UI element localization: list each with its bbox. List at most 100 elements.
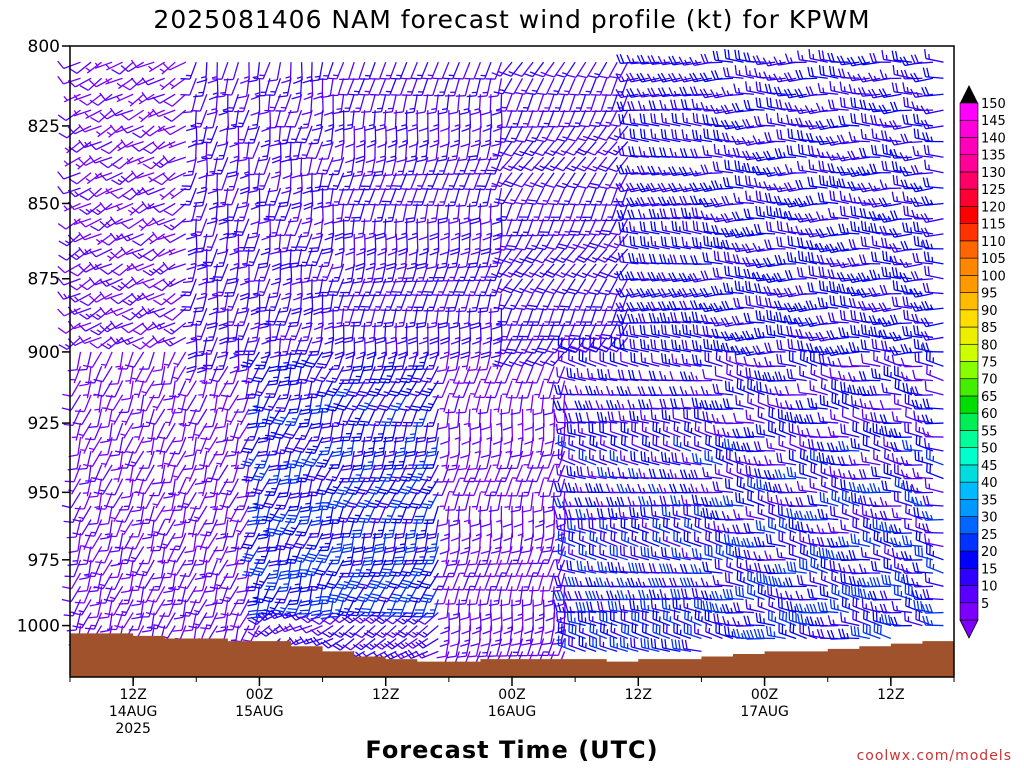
wind-barb [459, 599, 471, 621]
wind-barb [105, 77, 123, 85]
colorbar-label: 75 [981, 356, 998, 371]
wind-barb [88, 187, 113, 198]
colorbar-label: 15 [981, 562, 998, 577]
wind-barb [543, 156, 566, 172]
wind-barb [104, 599, 124, 616]
wind-barb [300, 586, 313, 607]
wind-barb [450, 337, 461, 359]
wind-barb [57, 218, 81, 230]
wind-barb [690, 255, 712, 266]
wind-barb [161, 366, 176, 386]
wind-barb [765, 324, 786, 339]
colorbar-label: 105 [981, 252, 1006, 267]
wind-barb [546, 125, 566, 143]
wind-barb [513, 599, 524, 622]
wind-barb [857, 55, 881, 66]
wind-barb [747, 393, 765, 410]
wind-barb [239, 157, 250, 179]
wind-barb [576, 233, 597, 250]
wind-barb [223, 308, 239, 327]
wind-barb [244, 422, 261, 441]
chart-title: 2025081406 NAM forecast wind profile (kt… [153, 5, 870, 34]
wind-barbs [57, 48, 944, 670]
wind-barb [193, 187, 208, 208]
wind-barb [650, 409, 670, 424]
wind-barb [755, 205, 776, 220]
wind-barb [215, 612, 229, 633]
wind-barb [619, 450, 639, 466]
wind-barb [301, 308, 313, 330]
wind-barb [752, 135, 776, 145]
wind-barb [277, 233, 292, 253]
wind-barb [755, 81, 776, 95]
wind-barb [193, 78, 208, 98]
wind-barb [638, 589, 660, 601]
wind-barb [879, 414, 902, 425]
wind-barb [237, 293, 250, 314]
wind-barb [267, 464, 282, 485]
wind-barb [753, 223, 776, 235]
colorbar-label: 80 [981, 338, 998, 353]
wind-barb [110, 546, 124, 567]
wind-barb [755, 97, 776, 111]
wind-barb [575, 263, 597, 279]
wind-barb [566, 611, 586, 627]
wind-barb [88, 77, 113, 88]
wind-barb [416, 612, 439, 625]
wind-barb [470, 505, 482, 528]
wind-barb [287, 394, 303, 414]
wind-barb [277, 478, 292, 498]
wind-barb [227, 263, 240, 285]
wind-barb [827, 522, 849, 534]
wind-barb [857, 272, 881, 283]
wind-barb [829, 409, 849, 424]
wind-barb [267, 559, 282, 580]
wind-barb [182, 94, 197, 114]
wind-barb [860, 220, 881, 235]
wind-barb [126, 156, 144, 165]
wind-barb [858, 254, 881, 265]
wind-barb [722, 282, 744, 295]
wind-barb [141, 187, 165, 196]
wind-barb [107, 519, 124, 538]
wind-barb [251, 380, 271, 397]
wind-barb [858, 483, 881, 494]
wind-barb [277, 293, 292, 313]
wind-barb [229, 422, 250, 439]
wind-barb [285, 322, 303, 341]
wind-barb [254, 546, 271, 564]
wind-barb [57, 75, 81, 85]
wind-barb [922, 495, 944, 507]
colorbar-label: 110 [981, 235, 1006, 250]
wind-barb [163, 351, 176, 369]
wind-barb [921, 195, 944, 206]
wind-barb [167, 546, 187, 563]
wind-barb [211, 263, 229, 282]
wind-barb [745, 295, 765, 309]
wind-barb [110, 293, 134, 305]
wind-barb [339, 61, 355, 81]
wind-barb [180, 78, 197, 96]
wind-barb [763, 469, 786, 480]
wind-barb [223, 519, 239, 538]
wind-barb [194, 422, 208, 439]
wind-barb [502, 351, 524, 367]
wind-barb [702, 369, 723, 382]
wind-barb [773, 166, 797, 177]
wind-barb [586, 233, 608, 250]
wind-barb [616, 314, 639, 324]
wind-barb [295, 422, 313, 441]
wind-barb [310, 278, 324, 299]
wind-barb [120, 139, 144, 148]
x-tick-label: 00Z [498, 687, 525, 703]
wind-barb [131, 505, 145, 526]
wind-barb [341, 532, 355, 554]
wind-barb [815, 135, 839, 146]
wind-barb [794, 197, 818, 208]
wind-barb [145, 408, 166, 425]
colorbar-label: 35 [981, 493, 998, 508]
wind-barb [141, 278, 166, 289]
wind-barb [682, 220, 702, 235]
wind-barb [566, 233, 587, 250]
wind-barb [177, 492, 197, 509]
